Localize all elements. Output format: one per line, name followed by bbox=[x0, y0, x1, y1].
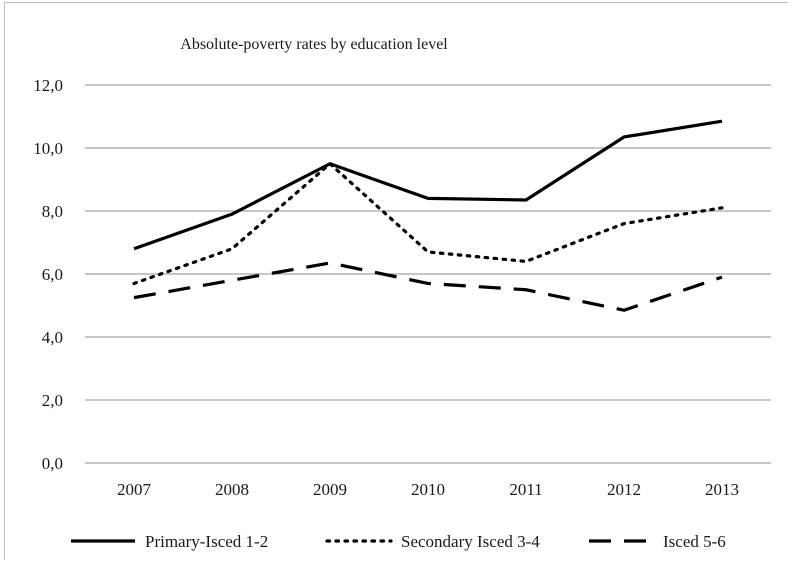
y-tick-label: 2,0 bbox=[42, 391, 63, 410]
y-tick-label: 8,0 bbox=[42, 202, 63, 221]
chart-title: Absolute-poverty rates by education leve… bbox=[180, 36, 448, 53]
x-tick-label: 2011 bbox=[509, 480, 542, 499]
legend-label: Isced 5-6 bbox=[663, 532, 726, 551]
x-tick-label: 2012 bbox=[607, 480, 641, 499]
legend-label: Secondary Isced 3-4 bbox=[401, 532, 540, 551]
x-tick-label: 2008 bbox=[215, 480, 249, 499]
series-lines bbox=[132, 119, 724, 312]
y-tick-label: 0,0 bbox=[42, 454, 63, 473]
legend: Primary-Isced 1-2 Secondary Isced 3-4 Isce… bbox=[71, 532, 726, 551]
y-axis-tick-labels: 0,0 2,0 4,0 6,0 8,0 10,0 12,0 bbox=[33, 76, 63, 473]
gridlines bbox=[85, 84, 771, 464]
y-tick-label: 4,0 bbox=[42, 328, 63, 347]
series-line-primary-isced-1-2 bbox=[133, 119, 723, 251]
x-tick-label: 2013 bbox=[705, 480, 739, 499]
legend-label: Primary-Isced 1-2 bbox=[145, 532, 268, 551]
x-axis-tick-labels: 2007 2008 2009 2010 2011 2012 2013 bbox=[117, 480, 739, 499]
y-tick-label: 12,0 bbox=[33, 76, 63, 95]
y-tick-label: 10,0 bbox=[33, 139, 63, 158]
line-chart: Absolute-poverty rates by education leve… bbox=[33, 36, 771, 551]
chart-container: Absolute-poverty rates by education leve… bbox=[4, 2, 788, 560]
x-tick-label: 2010 bbox=[411, 480, 445, 499]
series-line-secondary-isced-3-4 bbox=[132, 162, 724, 286]
x-tick-label: 2007 bbox=[117, 480, 152, 499]
y-tick-label: 6,0 bbox=[42, 265, 63, 284]
x-tick-label: 2009 bbox=[313, 480, 347, 499]
series-line-isced-5-6 bbox=[133, 261, 723, 312]
